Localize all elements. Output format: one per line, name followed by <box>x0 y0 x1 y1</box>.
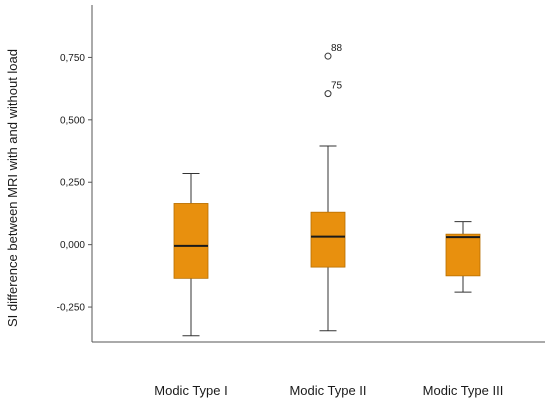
x-category-label: Modic Type I <box>154 383 227 398</box>
y-tick-label: 0,250 <box>60 178 85 189</box>
boxes: 88 75 <box>173 43 481 337</box>
x-category-label: Modic Type III <box>423 383 504 398</box>
box-group <box>445 221 481 293</box>
category-labels: Modic Type I Modic Type II Modic Type III <box>154 383 503 398</box>
y-tick-label: 0,000 <box>60 240 85 251</box>
y-ticks: -0,250 0,000 0,250 0,500 0,750 <box>57 53 92 314</box>
x-category-label: Modic Type II <box>289 383 366 398</box>
outlier-point <box>324 90 332 98</box>
y-tick-label: 0,750 <box>60 53 85 64</box>
box-iqr <box>173 203 209 279</box>
box-iqr <box>310 211 346 268</box>
box-group: 88 75 <box>310 43 346 332</box>
y-axis-title: SI difference between MRI with and witho… <box>5 49 20 327</box>
box-iqr <box>445 233 481 277</box>
box-group <box>173 173 209 337</box>
outlier-label: 88 <box>331 43 343 54</box>
plot-area <box>91 5 545 343</box>
outlier-point <box>324 52 332 60</box>
y-tick-label: 0,500 <box>60 115 85 126</box>
y-tick-label: -0,250 <box>57 303 86 314</box>
outlier-label: 75 <box>331 81 343 92</box>
